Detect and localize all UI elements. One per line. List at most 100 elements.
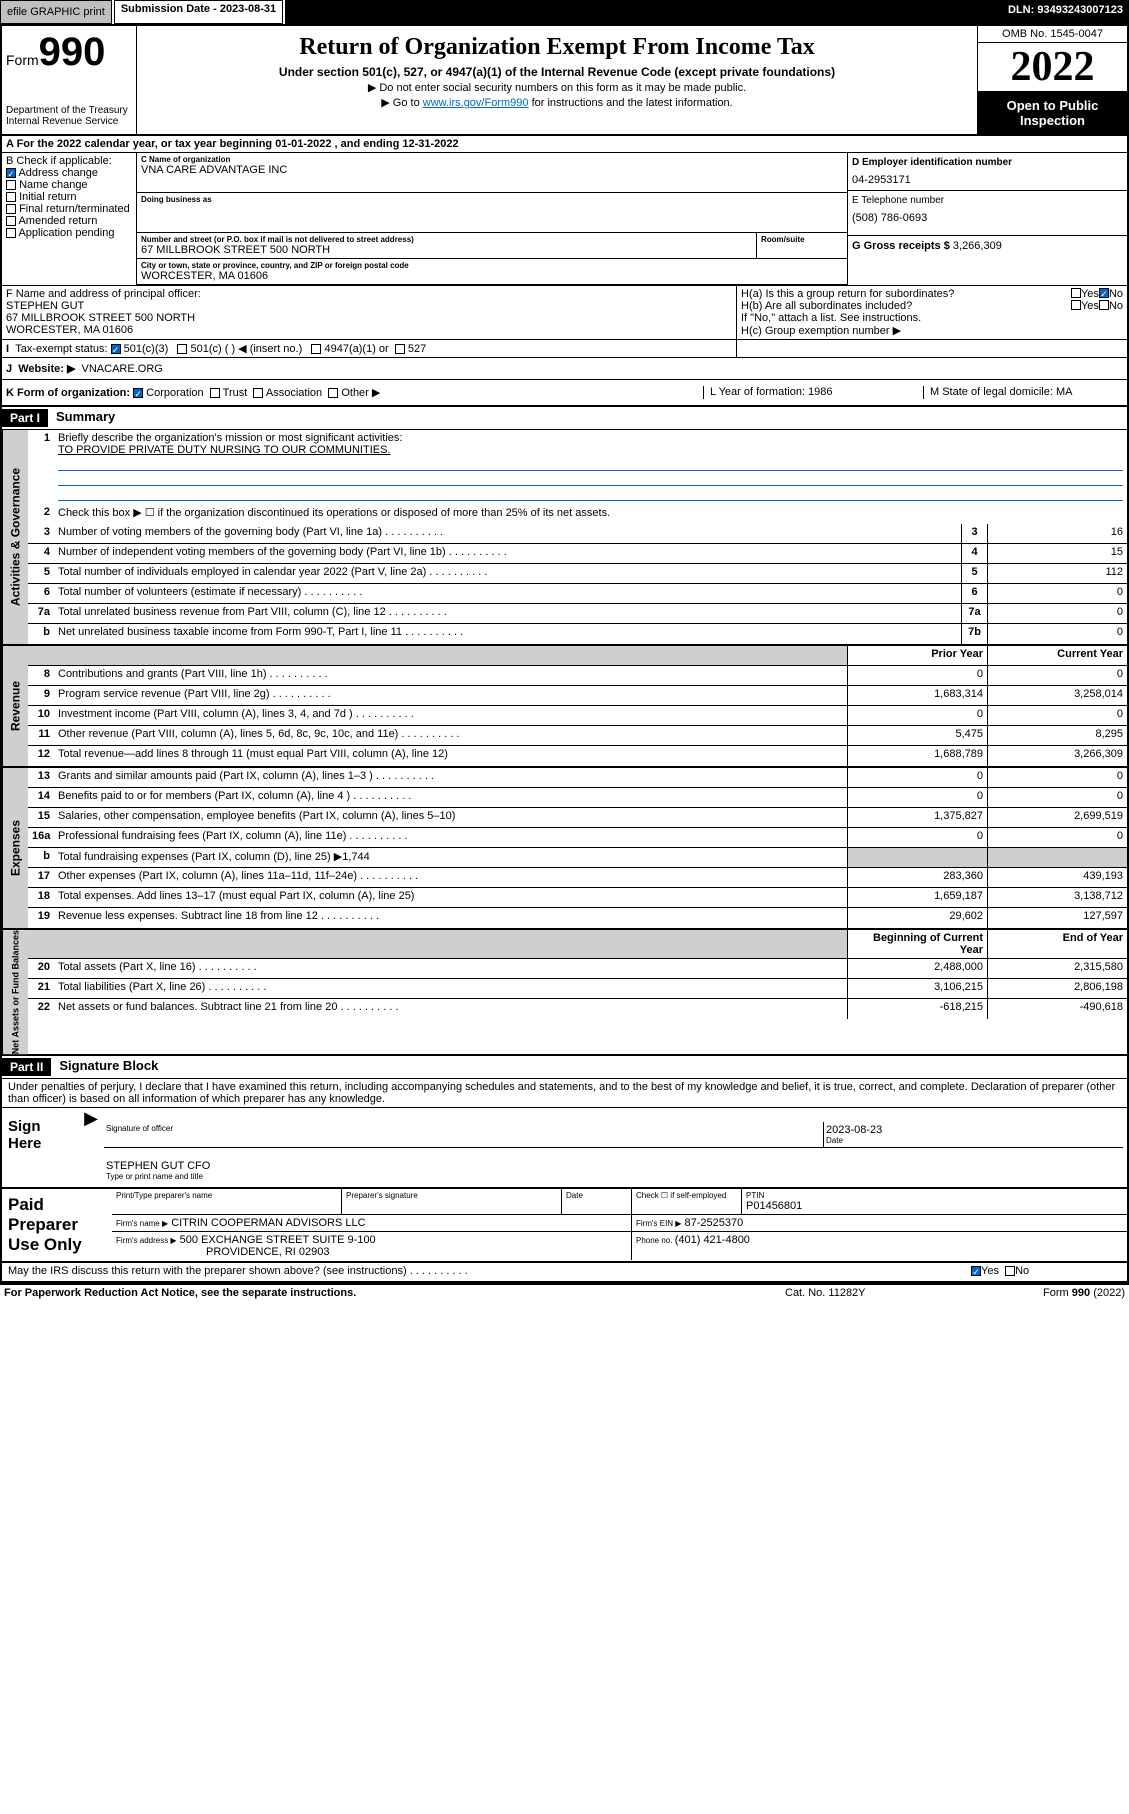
governance-section: Activities & Governance 1 Briefly descri… [2, 430, 1127, 646]
check-assoc[interactable] [253, 388, 263, 398]
tax-year: 2022 [978, 43, 1127, 92]
check-501c3[interactable]: ✓ [111, 344, 121, 354]
hc-continued [737, 340, 1127, 357]
firm-address-2: PROVIDENCE, RI 02903 [206, 1246, 330, 1258]
preparer-title: Paid Preparer Use Only [2, 1189, 112, 1261]
vert-revenue: Revenue [2, 646, 28, 766]
check-trust[interactable] [210, 388, 220, 398]
prior-year-header: Prior Year [847, 646, 987, 665]
discuss-no[interactable] [1005, 1266, 1015, 1276]
ein-heading: D Employer identification number [852, 157, 1123, 168]
part2-title: Signature Block [59, 1058, 158, 1076]
ha-yes[interactable] [1071, 288, 1081, 298]
street-value: 67 MILLBROOK STREET 500 NORTH [141, 244, 752, 256]
year-formation: L Year of formation: 1986 [703, 386, 923, 399]
part1-title: Summary [56, 409, 115, 427]
website-value: VNACARE.ORG [82, 363, 163, 375]
part1-header-row: Part I Summary [2, 407, 1127, 430]
section-c-name-address: C Name of organization VNA CARE ADVANTAG… [137, 153, 847, 285]
discuss-question: May the IRS discuss this return with the… [2, 1263, 967, 1281]
footer-catno: Cat. No. 11282Y [785, 1287, 965, 1299]
val-7b: 0 [987, 624, 1127, 644]
sign-block: Sign Here ▶ Signature of officer 2023-08… [2, 1108, 1127, 1189]
city-value: WORCESTER, MA 01606 [141, 270, 843, 282]
form-year-col: OMB No. 1545-0047 2022 Open to Public In… [977, 26, 1127, 134]
form-title-col: Return of Organization Exempt From Incom… [137, 26, 977, 134]
check-application[interactable] [6, 228, 16, 238]
val-4: 15 [987, 544, 1127, 563]
form-prefix: Form [6, 52, 39, 68]
check-other[interactable] [328, 388, 338, 398]
hc-label: H(c) Group exemption number ▶ [741, 324, 1123, 337]
section-b-checkboxes: B Check if applicable: ✓ Address change … [2, 153, 137, 285]
efile-graphic-print-button[interactable]: efile GRAPHIC print [0, 0, 112, 24]
preparer-block: Paid Preparer Use Only Print/Type prepar… [2, 1189, 1127, 1263]
check-address-change[interactable]: ✓ [6, 168, 16, 178]
hb-note: If "No," attach a list. See instructions… [741, 312, 1123, 324]
irs-link[interactable]: www.irs.gov/Form990 [423, 97, 529, 109]
part2-badge: Part II [2, 1058, 51, 1076]
check-final-return[interactable] [6, 204, 16, 214]
val-5: 112 [987, 564, 1127, 583]
current-year-header: Current Year [987, 646, 1127, 665]
open-to-public-badge: Open to Public Inspection [978, 92, 1127, 134]
footer-formno: Form 990 (2022) [965, 1287, 1125, 1299]
check-amended[interactable] [6, 216, 16, 226]
topbar-spacer [285, 0, 1002, 24]
tel-value: (508) 786-0693 [852, 212, 1123, 224]
begin-year-header: Beginning of Current Year [847, 930, 987, 958]
firm-address-1: 500 EXCHANGE STREET SUITE 9-100 [180, 1234, 376, 1246]
officer-city: WORCESTER, MA 01606 [6, 324, 732, 336]
part2-header-row: Part II Signature Block [2, 1056, 1127, 1079]
dln-label: DLN: 93493243007123 [1002, 0, 1129, 24]
form-container: Form990 Department of the Treasury Inter… [0, 24, 1129, 1285]
ptin-value: P01456801 [746, 1200, 1123, 1212]
section-fh: F Name and address of principal officer:… [2, 286, 1127, 340]
discuss-yes[interactable]: ✓ [971, 1266, 981, 1276]
gross-heading: G Gross receipts $ [852, 240, 953, 252]
end-year-header: End of Year [987, 930, 1127, 958]
check-4947[interactable] [311, 344, 321, 354]
hb-yes[interactable] [1071, 300, 1081, 310]
check-527[interactable] [395, 344, 405, 354]
ha-no[interactable]: ✓ [1099, 288, 1109, 298]
room-heading: Room/suite [761, 235, 843, 244]
row-j-website: J Website: ▶ VNACARE.ORG [2, 358, 1127, 380]
officer-signed-name: STEPHEN GUT CFO [106, 1160, 1121, 1172]
val-3: 16 [987, 524, 1127, 543]
firm-phone: (401) 421-4800 [675, 1234, 750, 1246]
form-header: Form990 Department of the Treasury Inter… [2, 26, 1127, 136]
efile-topbar: efile GRAPHIC print Submission Date - 20… [0, 0, 1129, 24]
row-i-tax-exempt: I Tax-exempt status: ✓ 501(c)(3) 501(c) … [2, 340, 1127, 358]
check-name-change[interactable] [6, 180, 16, 190]
firm-name: CITRIN COOPERMAN ADVISORS LLC [171, 1217, 365, 1229]
omb-number: OMB No. 1545-0047 [978, 26, 1127, 43]
vert-expenses: Expenses [2, 768, 28, 928]
hb-no[interactable] [1099, 300, 1109, 310]
form-note-ssn: ▶ Do not enter social security numbers o… [141, 81, 973, 94]
section-f-officer: F Name and address of principal officer:… [2, 286, 737, 339]
check-initial-return[interactable] [6, 192, 16, 202]
sign-arrow-icon: ▶ [82, 1108, 100, 1187]
city-heading: City or town, state or province, country… [141, 261, 843, 270]
state-domicile: M State of legal domicile: MA [923, 386, 1123, 399]
tel-heading: E Telephone number [852, 195, 1123, 206]
section-h-group: H(a) Is this a group return for subordin… [737, 286, 1127, 339]
check-501c[interactable] [177, 344, 187, 354]
netassets-section: Net Assets or Fund Balances Beginning of… [2, 930, 1127, 1056]
footer-paperwork: For Paperwork Reduction Act Notice, see … [4, 1287, 785, 1299]
department-label: Department of the Treasury Internal Reve… [6, 105, 132, 127]
page-footer: For Paperwork Reduction Act Notice, see … [0, 1285, 1129, 1301]
declaration-text: Under penalties of perjury, I declare th… [2, 1079, 1127, 1108]
val-7a: 0 [987, 604, 1127, 623]
row-a-tax-year: A For the 2022 calendar year, or tax yea… [2, 136, 1127, 153]
val-6: 0 [987, 584, 1127, 603]
officer-name: STEPHEN GUT [6, 300, 732, 312]
dba-heading: Doing business as [141, 195, 843, 204]
section-d-ein-tel: D Employer identification number 04-2953… [847, 153, 1127, 285]
submission-date-label: Submission Date - 2023-08-31 [114, 0, 283, 24]
check-corp[interactable]: ✓ [133, 388, 143, 398]
form-note-link: ▶ Go to www.irs.gov/Form990 for instruct… [141, 96, 973, 109]
sign-date: 2023-08-23 [826, 1124, 1121, 1136]
mission-text: TO PROVIDE PRIVATE DUTY NURSING TO OUR C… [58, 444, 390, 456]
